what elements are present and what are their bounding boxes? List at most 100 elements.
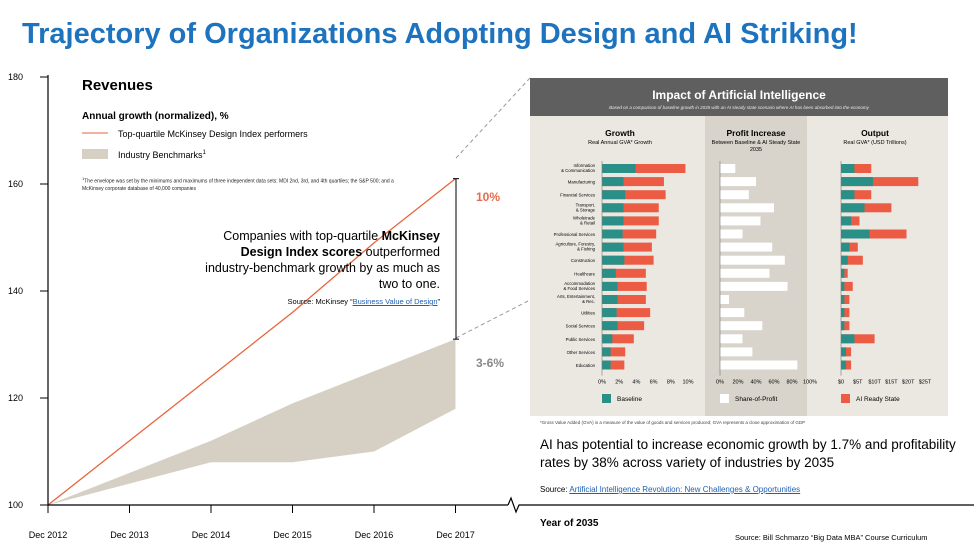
- bar-share-of-profit: [720, 216, 761, 226]
- bar-baseline: [841, 242, 850, 252]
- bar-ai-ready: [602, 255, 654, 265]
- bar-share-of-profit: [720, 203, 774, 213]
- page-title: Trajectory of Organizations Adopting Des…: [22, 18, 858, 50]
- bar-baseline: [602, 229, 623, 239]
- x-tick-label: 0%: [598, 380, 606, 386]
- bar-share-of-profit: [720, 190, 749, 200]
- bar-baseline: [841, 321, 845, 331]
- bar-ai-ready: [602, 190, 666, 200]
- output-title: Output: [861, 128, 889, 138]
- x-tick-label: Dec 2015: [273, 530, 312, 540]
- category-label: Accommodation & Food Services: [563, 281, 595, 291]
- bar-baseline: [602, 347, 611, 357]
- output-subtitle: Real GVA* (USD Trillions): [843, 140, 907, 146]
- bar-baseline: [841, 216, 852, 226]
- bar-ai-ready: [841, 321, 850, 331]
- bar-share-of-profit: [720, 360, 798, 370]
- legend-band-swatch: [82, 149, 108, 159]
- panel-header: Impact of Artificial Intelligence Based …: [530, 78, 948, 116]
- bar-baseline: [602, 334, 613, 344]
- x-tick-label: 40%: [750, 380, 761, 386]
- x-tick-label: 0%: [716, 380, 724, 386]
- x-tick-label: $0: [838, 380, 844, 386]
- category-label: Construction: [571, 258, 596, 263]
- x-tick-label: Dec 2014: [192, 530, 231, 540]
- bar-ai-ready: [602, 164, 686, 173]
- bar-baseline: [841, 255, 848, 265]
- bar-share-of-profit: [720, 308, 745, 318]
- x-tick-label: 8%: [667, 380, 675, 386]
- bar-baseline: [841, 360, 847, 370]
- bar-share-of-profit: [720, 164, 736, 173]
- profit-title: Profit Increase: [726, 128, 786, 138]
- bar-baseline: [602, 177, 624, 187]
- bar-baseline: [841, 268, 845, 278]
- legend-baseline-label: Baseline: [617, 396, 642, 403]
- gap-label-band: 3-6%: [476, 356, 505, 370]
- bar-ai-ready: [841, 295, 850, 304]
- bar-ai-ready: [602, 334, 634, 344]
- x-tick-label: 6%: [650, 380, 658, 386]
- bar-baseline: [841, 177, 873, 187]
- x-tick-label: Dec 2012: [29, 530, 68, 540]
- ai-summary-text: AI has potential to increase economic gr…: [540, 437, 956, 470]
- bar-ai-ready: [602, 216, 659, 226]
- category-label: Financial Services: [560, 193, 595, 198]
- bar-ai-ready: [602, 268, 646, 278]
- bar-ai-ready: [602, 229, 657, 239]
- category-label: Information & Communication: [561, 163, 596, 173]
- bar-ai-ready: [841, 177, 919, 187]
- category-label: Education: [576, 363, 596, 368]
- bar-share-of-profit: [720, 321, 763, 331]
- legend-profit-swatch: [720, 394, 729, 403]
- y-tick-label: 160: [8, 179, 23, 189]
- legend-band-label: Industry Benchmarks1: [118, 150, 206, 160]
- bar-baseline: [841, 347, 847, 357]
- x-tick-label: Dec 2016: [355, 530, 394, 540]
- source-ai-link[interactable]: Artificial Intelligence Revolution: New …: [569, 485, 801, 494]
- x-tick-label: 100%: [803, 380, 817, 386]
- x-tick-label: 20%: [732, 380, 743, 386]
- x-tick-label: 10%: [682, 380, 693, 386]
- bar-ai-ready: [841, 229, 907, 239]
- bar-baseline: [602, 268, 616, 278]
- bar-share-of-profit: [720, 268, 770, 278]
- category-label: Professional Services: [554, 232, 595, 237]
- category-label: Utilities: [581, 311, 595, 316]
- bar-ai-ready: [841, 203, 892, 213]
- bar-baseline: [841, 164, 855, 173]
- bar-baseline: [841, 308, 845, 318]
- category-label: Manufacturing: [568, 180, 596, 185]
- x-tick-label: $15T: [885, 380, 898, 386]
- bar-baseline: [602, 295, 618, 304]
- legend-baseline-swatch: [602, 394, 611, 403]
- bar-ai-ready: [602, 177, 664, 187]
- bar-ai-ready: [841, 360, 852, 370]
- bar-baseline: [841, 295, 845, 304]
- category-label: Arts, Entertainment, & Rec.: [557, 294, 595, 304]
- legend-profit-label: Share-of-Profit: [735, 396, 777, 403]
- callout-text: Companies with top-quartile McKinsey Des…: [205, 229, 440, 291]
- x-tick-label: $10T: [868, 380, 881, 386]
- bar-ai-ready: [841, 190, 872, 200]
- category-label: Healthcare: [574, 271, 595, 276]
- bar-baseline: [841, 281, 845, 291]
- category-label: Other Services: [567, 350, 595, 355]
- panel-title: Impact of Artificial Intelligence: [652, 88, 826, 102]
- bar-baseline: [602, 308, 617, 318]
- x-tick-label: $5T: [853, 380, 863, 386]
- bar-baseline: [841, 203, 865, 213]
- bar-baseline: [841, 334, 855, 344]
- legend-ai-label: AI Ready State: [856, 396, 900, 403]
- bar-baseline: [602, 164, 636, 173]
- bar-ai-ready: [602, 360, 625, 370]
- category-label: Agriculture, Forestry, & Fishing: [555, 242, 595, 252]
- bar-ai-ready: [602, 321, 645, 331]
- chart-subheading: Annual growth (normalized), %: [82, 111, 229, 122]
- bar-baseline: [602, 190, 626, 200]
- source-schmarzo: Source: Bill Schmarzo “Big Data MBA” Cou…: [735, 533, 928, 542]
- source-mckinsey-link[interactable]: Business Value of Design: [352, 297, 438, 306]
- bar-ai-ready: [602, 295, 646, 304]
- bar-ai-ready: [602, 347, 626, 357]
